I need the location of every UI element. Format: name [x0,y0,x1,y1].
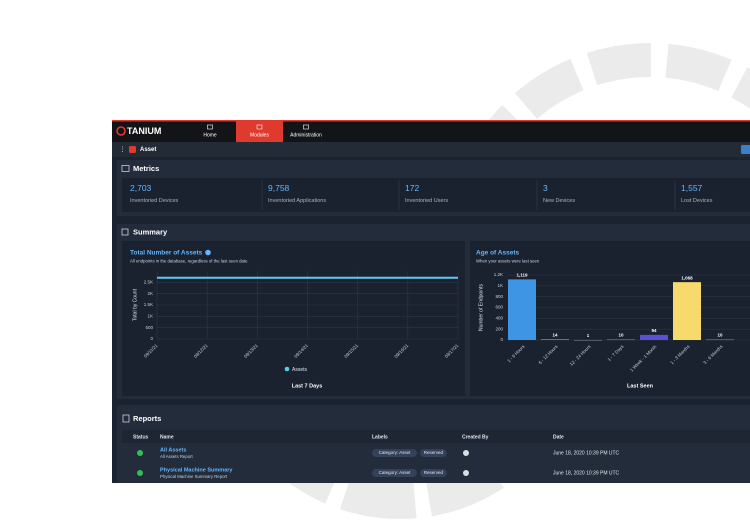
creator-icon [463,450,469,456]
table-header [122,430,750,443]
value-label: 1,068 [681,275,693,280]
nav-bar [112,120,750,142]
nav-item[interactable]: Modules [250,132,269,138]
metric-value[interactable]: 1,557 [681,183,703,193]
creator-icon [463,470,469,476]
metric-value[interactable]: 172 [405,183,419,193]
label-text: Reserved [424,450,444,455]
info-icon[interactable] [205,249,211,256]
metric-label: Lost Devices [681,198,713,204]
panel-icon [121,228,129,236]
label-text: Reserved [424,470,444,475]
panel-title: Reports [133,414,161,423]
nav-item[interactable]: Administration [290,132,322,138]
value-label: 94 [651,328,657,333]
button[interactable] [741,145,750,154]
y-tick-label: 1.2K [494,272,503,277]
report-date: June 18, 2020 10:39 PM UTC [553,450,620,456]
column-header: Labels [372,434,388,440]
nav-item[interactable]: Home [203,132,217,138]
bar [574,339,602,341]
y-tick-label: 400 [495,316,503,321]
bar [640,334,668,340]
report-description: Physical Machine Summary Report [160,474,228,479]
y-tick-label: 600 [495,305,503,310]
arc [443,43,750,457]
metric-value[interactable]: 3 [543,183,548,193]
report-name[interactable]: Physical Machine Summary [160,467,233,473]
brand: TANIUM [127,126,161,136]
chart-subtitle: When your assets were last seen [476,259,540,264]
metric-value[interactable]: 2,703 [130,183,152,193]
metrics-row [122,178,750,212]
bar [541,339,569,340]
y-tick-label: 800 [495,294,503,299]
metric-label: New Devices [543,198,575,204]
x-axis-title: Last Seen [627,383,654,389]
nav-icon [207,124,213,130]
column-header: Date [553,434,564,440]
panel-title: Summary [133,227,168,236]
nav-icon [256,124,263,130]
module-icon [129,146,136,153]
y-tick-label: 200 [495,326,503,331]
metric-label: Inventoried Devices [130,198,179,204]
metric-value[interactable]: 9,758 [268,183,290,193]
panel-title: Metrics [133,164,159,173]
column-header: Status [133,434,149,440]
y-axis-title: Total by Count [132,288,138,321]
bar [607,339,635,341]
nav-active[interactable] [236,121,283,143]
column-header: Name [160,434,174,440]
sub-bar [112,142,750,157]
menu-icon[interactable]: ⋮ [119,146,126,153]
bar [706,339,734,341]
bar [508,279,536,340]
label-pill [420,469,447,477]
label-pill [372,469,417,477]
value-label: 10 [618,333,624,338]
y-tick-label: 2K [147,291,153,296]
chart-title: Total Number of Assets [130,250,203,257]
y-tick-label: 500 [145,325,153,330]
y-axis-title: Number of Endpoints [478,284,484,331]
report-name[interactable]: All Assets [160,447,186,453]
bar [673,282,701,340]
legend-label[interactable]: Assets [292,367,308,373]
label-text: Category: Asset [379,470,412,475]
y-tick-label: 0 [150,336,153,341]
label-pill [372,449,417,457]
chart-subtitle: All endpoints in the database, regardles… [130,259,248,264]
y-tick-label: 0 [500,337,503,342]
nav-icon [303,124,309,130]
value-label: 10 [717,333,723,338]
panel-icon [121,165,130,172]
x-axis-title: Last 7 Days [292,383,323,389]
y-tick-label: 1.5K [144,302,153,307]
nav-accent [112,120,750,122]
y-tick-label: 1K [497,283,503,288]
value-label: 14 [552,332,558,337]
module-name: Asset [140,147,156,153]
chart-title: Age of Assets [476,250,519,257]
label-pill [420,449,447,457]
y-tick-label: 1K [147,314,153,319]
value-label: 1,119 [516,273,528,278]
legend-marker [284,366,290,372]
column-header: Created By [462,434,489,440]
metric-label: Inventoried Applications [268,198,326,204]
y-tick-label: 2.5K [144,280,153,285]
label-text: Category: Asset [379,450,412,455]
metric-label: Inventoried Users [405,198,448,204]
logo-icon [116,126,126,136]
panel-icon [122,414,130,423]
report-description: All Assets Report [160,454,194,459]
status-icon [137,450,143,456]
report-date: June 18, 2020 10:39 PM UTC [553,470,620,476]
status-icon [137,470,143,476]
value-label: 1 [587,333,590,338]
